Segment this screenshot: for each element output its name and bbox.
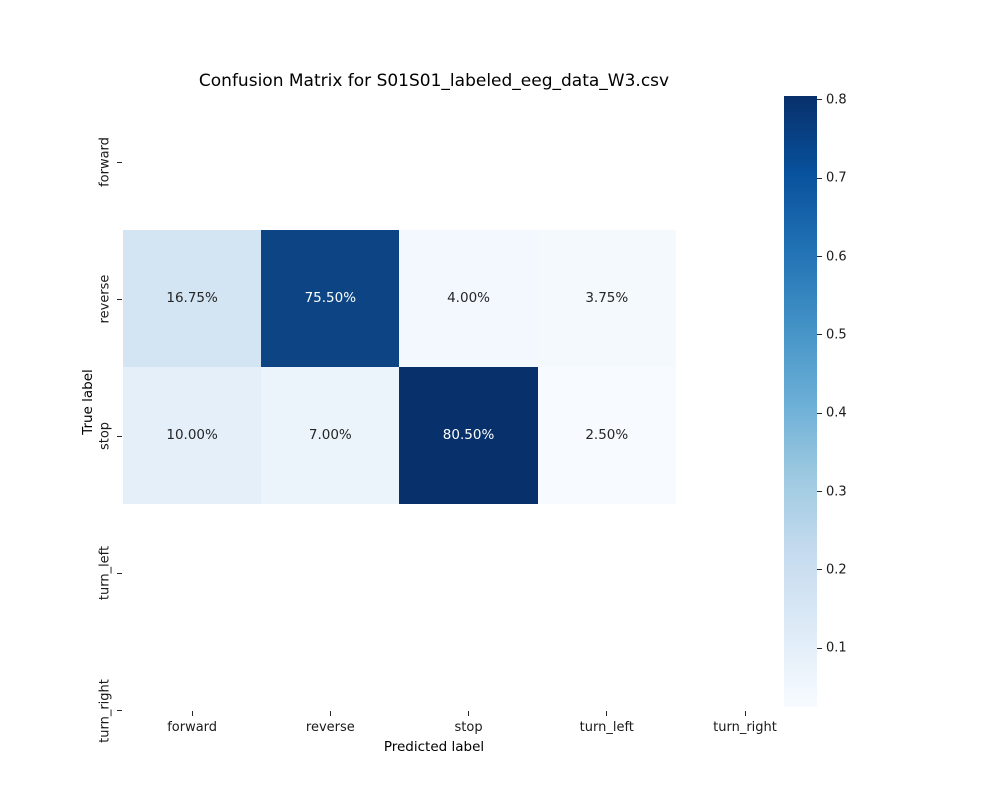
heatmap-cell: 4.00% — [399, 230, 538, 368]
colorbar-tick-label: 0.5 — [826, 327, 847, 343]
colorbar-tick-label: 0.2 — [826, 562, 847, 578]
x-tick-label: forward — [167, 720, 218, 735]
y-tick-label: turn_right — [97, 678, 113, 743]
y-tick-mark — [117, 435, 122, 437]
heatmap-cell: 7.00% — [261, 367, 400, 505]
heatmap-cell: 10.00% — [123, 367, 262, 505]
x-tick-mark — [606, 710, 608, 716]
y-tick-mark — [117, 710, 122, 711]
x-tick-label: stop — [454, 720, 483, 735]
heatmap-cell: 75.50% — [261, 230, 400, 368]
heatmap-cell: 2.50% — [537, 367, 676, 505]
colorbar-tick-mark — [817, 491, 822, 493]
colorbar-gradient — [784, 96, 817, 707]
heatmap-cell: 80.50% — [399, 367, 538, 505]
y-tick-label: forward — [97, 137, 113, 187]
y-tick-label: stop — [97, 422, 113, 451]
chart-title: Confusion Matrix for S01S01_labeled_eeg_… — [198, 71, 670, 91]
colorbar-tick-mark — [817, 412, 822, 414]
y-tick-mark — [117, 161, 122, 163]
x-tick-label: turn_left — [579, 720, 634, 735]
colorbar-tick-mark — [817, 177, 822, 179]
colorbar-tick-label: 0.4 — [826, 405, 847, 421]
y-tick-label: turn_left — [97, 546, 113, 601]
heatmap-cell: 16.75% — [123, 230, 262, 368]
colorbar-tick-label: 0.8 — [826, 92, 847, 108]
y-tick-mark — [117, 298, 122, 300]
x-tick-label: reverse — [305, 720, 355, 735]
colorbar-tick-mark — [817, 647, 822, 649]
colorbar-tick-mark — [817, 334, 822, 336]
colorbar-tick-mark — [817, 256, 822, 258]
y-axis-label: True label — [80, 369, 96, 435]
y-tick-mark — [117, 572, 122, 574]
heatmap-cell: 3.75% — [537, 230, 676, 368]
colorbar-tick-mark — [817, 99, 822, 101]
colorbar-tick-label: 0.3 — [826, 484, 847, 500]
colorbar-tick-label: 0.7 — [826, 170, 847, 186]
x-tick-mark — [329, 710, 331, 716]
x-tick-label: turn_right — [713, 720, 777, 735]
colorbar-tick-label: 0.1 — [826, 640, 847, 656]
colorbar-tick-mark — [817, 569, 822, 571]
colorbar-tick-label: 0.6 — [826, 249, 847, 265]
x-tick-mark — [191, 710, 193, 716]
x-tick-mark — [468, 710, 470, 716]
y-tick-label: reverse — [97, 274, 113, 324]
x-tick-mark — [744, 710, 746, 716]
x-axis-label: Predicted label — [383, 739, 485, 755]
heatmap-plot-area: 16.75% 75.50% 4.00% 3.75% 10.00% 7.00% 80.50% 2… — [123, 93, 745, 710]
